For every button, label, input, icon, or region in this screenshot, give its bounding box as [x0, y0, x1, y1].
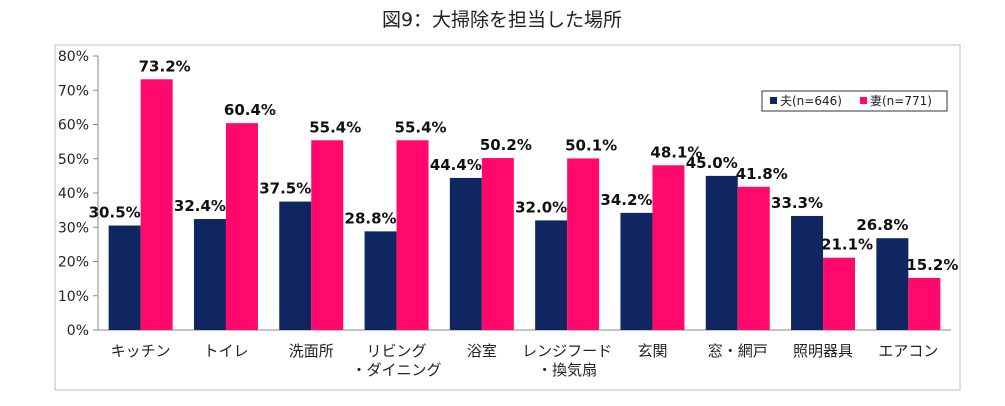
data-label-wife: 73.2%: [139, 57, 191, 75]
chart-title: 図9：大掃除を担当した場所: [382, 9, 622, 31]
x-tick-label: リビング・ダイニング: [352, 342, 442, 379]
bar-wife: [823, 257, 856, 330]
bar-wife: [567, 158, 600, 330]
data-label-husband: 28.8%: [345, 209, 397, 227]
data-label-wife: 41.8%: [736, 165, 788, 183]
bar-wife: [396, 140, 429, 330]
data-label-wife: 60.4%: [224, 101, 276, 119]
data-label-husband: 33.3%: [771, 194, 823, 212]
legend-swatch-wife: [860, 97, 867, 104]
y-tick-label: 30%: [58, 220, 89, 236]
x-tick-label: 玄関: [637, 342, 667, 360]
bar-husband: [535, 220, 568, 330]
data-label-wife: 15.2%: [906, 256, 958, 274]
x-tick-label: 窓・網戸: [708, 342, 768, 360]
x-tick-label: エアコン: [878, 342, 938, 360]
x-tick-label: レンジフード・換気扇: [522, 342, 612, 379]
data-label-husband: 37.5%: [259, 180, 311, 198]
bar-wife: [481, 158, 514, 330]
y-tick-label: 80%: [58, 49, 89, 65]
legend-label-husband: 夫(n=646): [780, 94, 842, 108]
data-label-husband: 45.0%: [686, 154, 738, 172]
bar-husband: [279, 201, 312, 330]
bar-wife: [908, 277, 941, 330]
bar-husband: [876, 238, 909, 330]
x-tick-label: キッチン: [111, 342, 171, 360]
data-label-husband: 34.2%: [600, 191, 652, 209]
y-tick-label: 70%: [58, 83, 89, 99]
bar-wife: [140, 79, 173, 330]
x-axis-categories: キッチン トイレ 洗面所 リビング・ダイニング 浴室 レンジフード・換気扇 玄関 窓・網戸 照明…: [111, 342, 939, 379]
data-label-husband: 26.8%: [856, 216, 908, 234]
bar-husband: [364, 231, 397, 330]
data-label-wife: 55.4%: [309, 118, 361, 136]
y-tick-label: 60%: [58, 118, 89, 134]
legend-swatch-husband: [770, 97, 777, 104]
data-label-wife: 55.4%: [395, 118, 447, 136]
bar-wife: [311, 140, 344, 330]
data-label-husband: 44.4%: [430, 156, 482, 174]
bar-husband: [108, 225, 141, 330]
x-tick-label: トイレ: [203, 342, 248, 360]
data-label-husband: 32.4%: [174, 197, 226, 215]
x-tick-label: 照明器具: [793, 342, 853, 360]
data-label-wife: 48.1%: [650, 143, 702, 161]
legend-label-wife: 妻(n=771): [870, 94, 932, 108]
y-tick-label: 50%: [58, 152, 89, 168]
y-tick-label: 10%: [58, 289, 89, 305]
y-axis-ticks: 0% 10% 20% 30% 40% 50% 60% 70% 80%: [58, 49, 98, 339]
bar-husband: [449, 177, 482, 330]
data-label-wife: 21.1%: [821, 236, 873, 254]
legend: 夫(n=646) 妻(n=771): [761, 90, 948, 112]
bars: [108, 79, 941, 330]
bar-wife: [652, 165, 685, 330]
data-labels: 30.5% 73.2% 32.4% 60.4% 37.5% 55.4% 28.8% 55.4%…: [89, 57, 959, 274]
data-label-wife: 50.2%: [480, 136, 532, 154]
y-tick-label: 20%: [58, 255, 89, 271]
x-tick-label: 洗面所: [289, 342, 334, 360]
bar-husband: [193, 219, 226, 330]
legend-box: [761, 90, 948, 112]
y-tick-label: 0%: [67, 323, 89, 339]
bar-husband: [620, 212, 653, 330]
data-label-husband: 32.0%: [515, 198, 567, 216]
data-label-husband: 30.5%: [89, 204, 141, 222]
y-tick-label: 40%: [58, 186, 89, 202]
bar-husband: [705, 175, 738, 330]
data-label-wife: 50.1%: [565, 136, 617, 154]
bar-wife: [737, 186, 770, 330]
bar-husband: [791, 215, 824, 330]
plot-area: [54, 44, 961, 391]
x-tick-label: 浴室: [467, 342, 497, 360]
bar-wife: [225, 123, 258, 330]
